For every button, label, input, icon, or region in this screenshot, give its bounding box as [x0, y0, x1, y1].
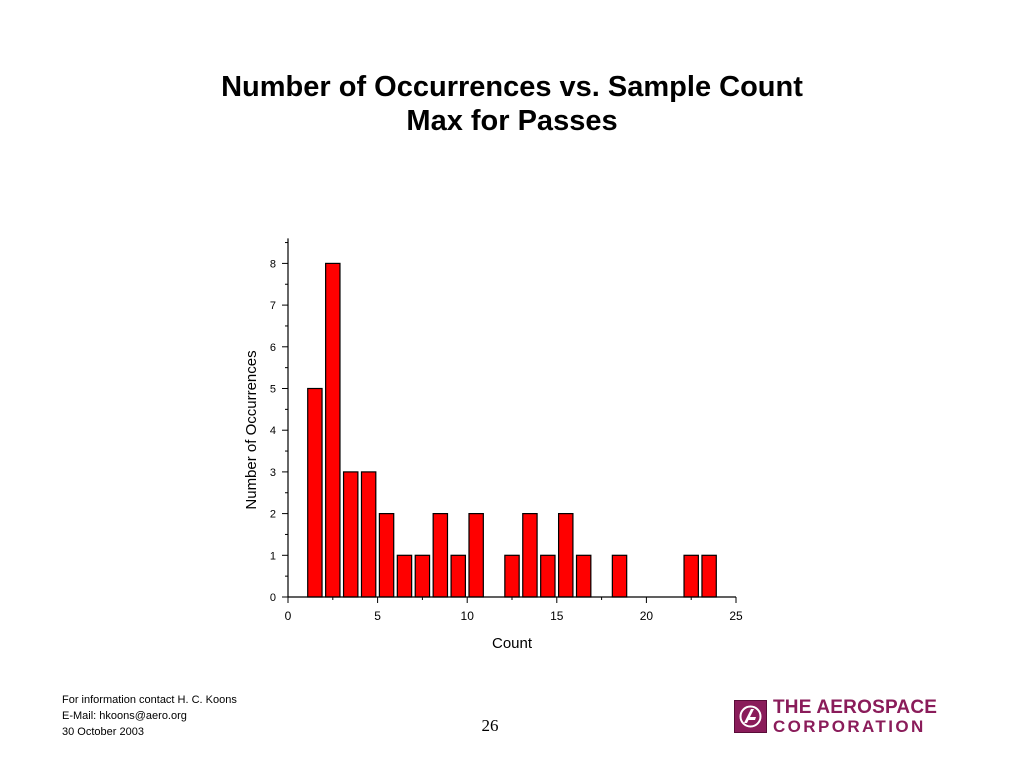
- footer-contact: For information contact H. C. Koons: [62, 694, 237, 706]
- histogram-bar: [432, 512, 449, 598]
- footer-date: 30 October 2003: [62, 726, 144, 738]
- x-axis-label: Count: [492, 635, 533, 652]
- y-tick-label: 4: [270, 425, 276, 437]
- histogram-bar: [307, 387, 323, 598]
- histogram-bar: [360, 471, 377, 598]
- bars-layer: [307, 262, 717, 598]
- histogram-bar: [575, 554, 592, 598]
- slide-title-line1: Number of Occurrences vs. Sample Count: [221, 71, 803, 103]
- slide-title: Number of Occurrences vs. Sample Count M…: [0, 70, 1024, 138]
- histogram-bar: [414, 554, 431, 598]
- histogram-bar: [540, 554, 556, 598]
- x-tick-label: 0: [285, 609, 292, 623]
- y-axis-label: Number of Occurrences: [243, 350, 260, 509]
- histogram-bar: [468, 512, 484, 598]
- ticks-layer: 0 1 2 3 4 5 6 7 8 0 5 10 15 20 25: [270, 242, 743, 623]
- histogram-bar: [522, 512, 538, 598]
- x-tick-label: 25: [729, 609, 743, 623]
- page-number: 26: [481, 716, 499, 735]
- histogram-bar: [325, 262, 341, 598]
- slide-title-line2: Max for Passes: [406, 105, 618, 137]
- histogram-bar: [683, 554, 699, 598]
- histogram-bar: [611, 554, 628, 598]
- y-tick-label: 8: [270, 258, 276, 270]
- x-tick-label: 5: [374, 609, 381, 623]
- y-tick-label: 3: [270, 467, 276, 479]
- y-tick-label: 0: [270, 592, 276, 604]
- histogram-bar: [557, 512, 574, 598]
- y-tick-label: 2: [270, 509, 276, 521]
- histogram-bar: [378, 512, 395, 598]
- logo-line2: CORPORATION: [773, 717, 926, 736]
- footer-email: E-Mail: hkoons@aero.org: [62, 710, 187, 722]
- histogram-bar: [396, 554, 413, 598]
- x-tick-label: 10: [461, 609, 475, 623]
- footer: For information contact H. C. Koons E-Ma…: [62, 692, 237, 740]
- histogram-bar: [701, 554, 717, 598]
- aerospace-logo-icon: [734, 700, 767, 733]
- histogram-bar: [342, 471, 359, 598]
- y-tick-label: 1: [270, 550, 276, 562]
- y-tick-label: 6: [270, 342, 276, 354]
- x-tick-label: 15: [550, 609, 564, 623]
- histogram-bar: [450, 554, 467, 598]
- y-tick-label: 7: [270, 300, 276, 312]
- histogram-bar: [504, 554, 520, 598]
- logo-line1: THE AEROSPACE: [773, 697, 938, 718]
- x-tick-label: 20: [640, 609, 654, 623]
- y-tick-label: 5: [270, 384, 276, 396]
